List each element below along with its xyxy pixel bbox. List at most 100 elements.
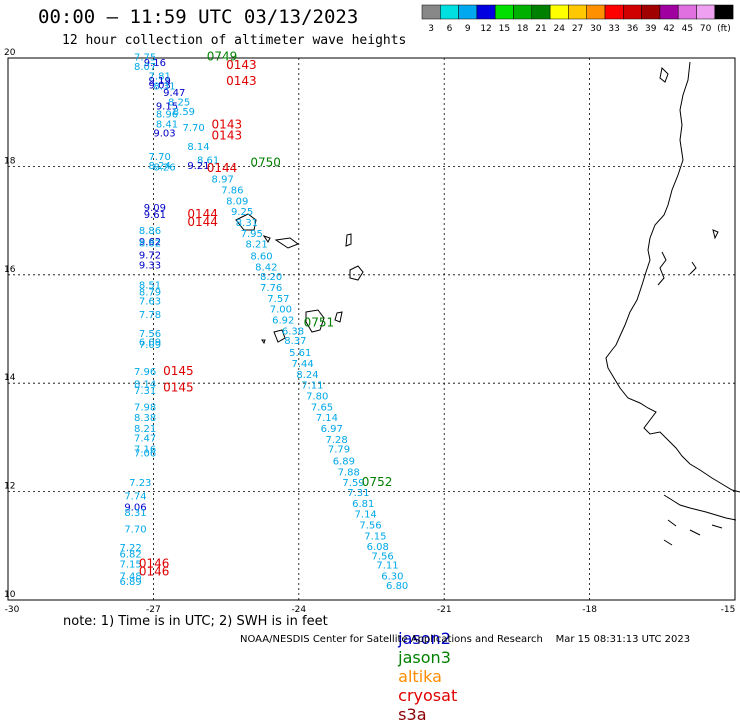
colorbar-swatch	[421, 4, 441, 20]
wave-height-value: 6.09	[139, 337, 161, 348]
colorbar-swatch	[696, 4, 716, 20]
wave-height-value: 9.03	[149, 80, 171, 91]
island-coast-1	[659, 66, 669, 83]
wave-height-value: 6.89	[119, 577, 141, 588]
wave-height-map[interactable]: 3 6 9 12 15 18 21 24 27 30 33 36 39 42 45 70 (ft) 201816…	[0, 0, 740, 650]
wave-height-value: 6.89	[333, 457, 355, 468]
colorbar-swatch	[586, 4, 606, 20]
pass-time-label: 0143	[226, 58, 257, 72]
lon-tick-label: -21	[437, 605, 452, 615]
colorbar-swatch	[623, 4, 642, 20]
wave-height-value: 7.63	[139, 297, 161, 308]
wave-height-value: 7.31	[134, 386, 156, 397]
legend-s3a: s3a	[398, 705, 427, 724]
wave-height-value: 7.65	[311, 402, 333, 413]
wave-height-value: 7.23	[129, 478, 151, 489]
sao-nicolau-island	[274, 237, 300, 249]
colorbar-label: 3	[428, 24, 434, 34]
lat-tick-label: 10	[4, 590, 16, 600]
wave-height-value: 8.24	[149, 161, 171, 172]
wave-height-value: 7.98	[134, 402, 156, 413]
africa-coastline	[605, 61, 740, 493]
wave-height-value: 8.59	[173, 107, 195, 118]
wave-height-value: 8.41	[156, 119, 178, 130]
wave-height-value: 8.24	[296, 370, 318, 381]
colorbar-label: 42	[663, 24, 674, 34]
wave-height-value: 7.56	[139, 329, 161, 340]
wave-height-value: 8.61	[197, 156, 219, 167]
pass-time-label: 0750	[250, 155, 281, 169]
pass-time-label: 0143	[226, 74, 257, 88]
wave-height-value: 6.80	[386, 581, 408, 592]
colorbar-swatch	[458, 4, 478, 20]
wave-height-value: 7.80	[306, 391, 328, 402]
colorbar-label: 18	[517, 24, 529, 34]
wave-height-value: 7.31	[347, 488, 369, 499]
island-coast-2	[712, 229, 719, 240]
wave-height-value: 7.48	[119, 571, 141, 582]
colorbar-label: 9	[465, 24, 471, 34]
wave-height-value: 7.44	[292, 359, 314, 370]
island-coast-3	[657, 251, 667, 286]
wave-height-value: 7.95	[241, 229, 263, 240]
lat-tick-label: 16	[4, 265, 16, 275]
wave-height-value: 7.86	[221, 186, 243, 197]
wave-height-value: 9.25	[231, 207, 253, 218]
pass-time-label: 0144	[187, 207, 218, 221]
wave-height-value: 7.79	[328, 445, 350, 456]
colorbar-label: 33	[608, 24, 619, 34]
wave-height-value: 7.74	[124, 492, 146, 503]
pass-time-label: 0146	[139, 556, 170, 570]
wave-height-value: 7.56	[359, 520, 381, 531]
page-title: 00:00 – 11:59 UTC 03/13/2023	[38, 6, 359, 28]
colorbar-label: 21	[535, 24, 546, 34]
colorbar-label: 70	[700, 24, 712, 34]
wave-height-value: 7.06	[134, 448, 156, 459]
wave-height-value: 7.76	[260, 283, 282, 294]
colorbar-swatch	[476, 4, 496, 20]
pass-time-label: 0751	[304, 315, 335, 329]
pass-time-label: 0144	[187, 215, 218, 229]
colorbar-label: 6	[447, 24, 453, 34]
wave-height-value: 6.30	[381, 571, 403, 582]
colorbar-swatch	[659, 4, 679, 20]
wave-height-value: 8.26	[153, 163, 175, 174]
wave-height-value: 7.22	[119, 543, 141, 554]
colorbar-swatch	[677, 4, 697, 20]
wave-height-value: 7.75	[134, 53, 156, 64]
wave-height-value: 9.09	[144, 203, 166, 214]
legend-jason3: jason3	[398, 648, 451, 667]
colorbar-label: (ft)	[717, 24, 731, 34]
lat-tick-label: 14	[4, 373, 16, 383]
lat-tick-label: 20	[4, 48, 16, 58]
wave-height-value: 9.21	[187, 161, 209, 172]
lon-tick-label: -30	[5, 605, 20, 615]
map-grid: 20 18 16 14 12 10 -30 -27 -24 -21 -18 -15	[4, 48, 736, 615]
wave-height-value: 9.16	[144, 58, 166, 69]
wave-height-value: 8.42	[255, 262, 277, 273]
wave-height-value: 7.14	[355, 510, 377, 521]
santiago-island	[305, 309, 325, 333]
wave-height-value: 8.51	[139, 280, 161, 291]
pass-time-labels: 0749014301430143014307500144014401440751…	[139, 50, 392, 579]
wave-height-value: 7.56	[372, 551, 394, 562]
wave-height-value: 7.28	[325, 435, 347, 446]
guinea-islands	[663, 494, 737, 546]
wave-height-value: 8.96	[156, 110, 178, 121]
island-coast-4	[689, 261, 697, 275]
wave-height-value: 8.97	[212, 175, 234, 186]
colorbar-swatch	[513, 4, 533, 20]
wave-height-value: 8.31	[236, 218, 258, 229]
boa-vista-island	[349, 265, 364, 281]
pass-time-label: 0749	[207, 50, 238, 64]
wave-height-value: 8.21	[245, 240, 267, 251]
wave-height-value: 8.25	[168, 98, 190, 109]
maio-island	[334, 311, 343, 323]
santo-antao-island	[235, 213, 257, 231]
wave-height-value: 8.37	[284, 336, 306, 347]
wave-height-value: 9.15	[156, 101, 178, 112]
wave-height-value: 7.11	[301, 381, 323, 392]
wave-height-value: 7.96	[134, 367, 156, 378]
colorbar-swatch	[549, 4, 569, 20]
wave-height-value: 8.31	[153, 81, 175, 92]
